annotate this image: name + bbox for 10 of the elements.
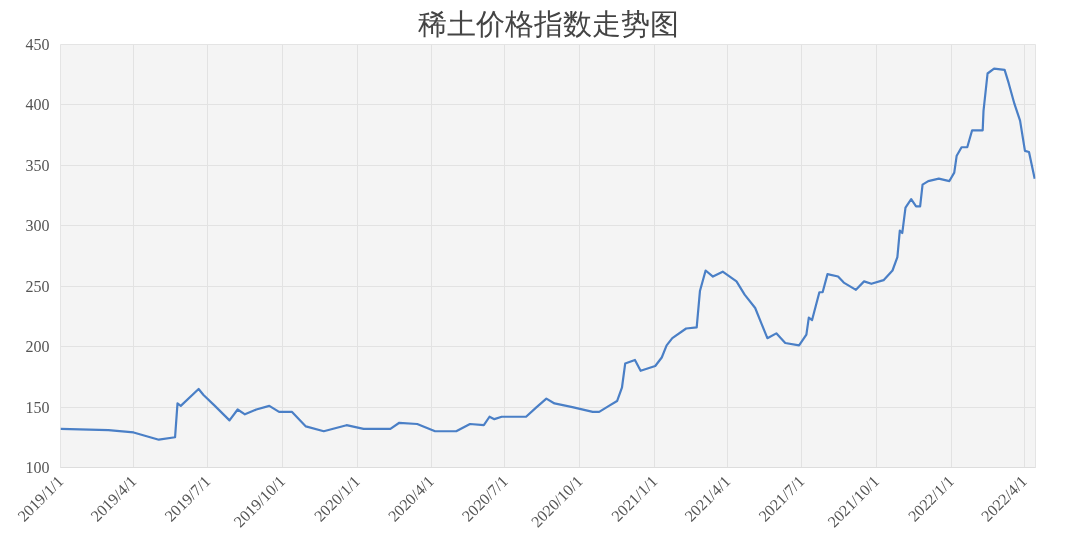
y-tick-label: 250	[25, 277, 50, 295]
line-series	[60, 67, 1036, 441]
y-tick-label: 150	[25, 398, 50, 416]
chart-title: 稀土价格指数走势图	[417, 7, 679, 40]
y-tick-label: 300	[25, 217, 50, 235]
y-tick-label: 450	[25, 36, 50, 53]
y-tick-label: 200	[25, 338, 50, 356]
y-tick-label: 100	[25, 459, 50, 476]
y-tick-label: 400	[25, 96, 50, 114]
y-tick-label: 350	[25, 156, 50, 174]
